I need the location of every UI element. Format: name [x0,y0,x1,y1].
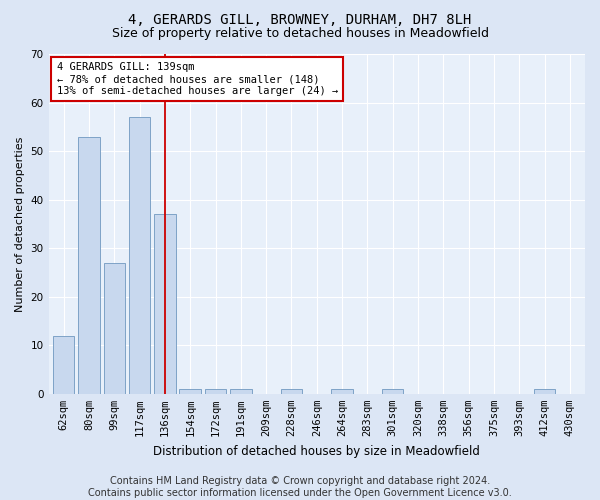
Bar [230,389,251,394]
Text: 4, GERARDS GILL, BROWNEY, DURHAM, DH7 8LH: 4, GERARDS GILL, BROWNEY, DURHAM, DH7 8L… [128,12,472,26]
Bar [331,389,353,394]
Text: Contains HM Land Registry data © Crown copyright and database right 2024.
Contai: Contains HM Land Registry data © Crown c… [88,476,512,498]
Bar [78,136,100,394]
Bar [205,389,226,394]
Bar [129,117,151,394]
X-axis label: Distribution of detached houses by size in Meadowfield: Distribution of detached houses by size … [154,444,480,458]
Bar [179,389,201,394]
Text: 4 GERARDS GILL: 139sqm
← 78% of detached houses are smaller (148)
13% of semi-de: 4 GERARDS GILL: 139sqm ← 78% of detached… [56,62,338,96]
Y-axis label: Number of detached properties: Number of detached properties [15,136,25,312]
Bar [104,262,125,394]
Bar [382,389,403,394]
Bar [154,214,176,394]
Bar [534,389,555,394]
Bar [53,336,74,394]
Text: Size of property relative to detached houses in Meadowfield: Size of property relative to detached ho… [112,28,488,40]
Bar [281,389,302,394]
